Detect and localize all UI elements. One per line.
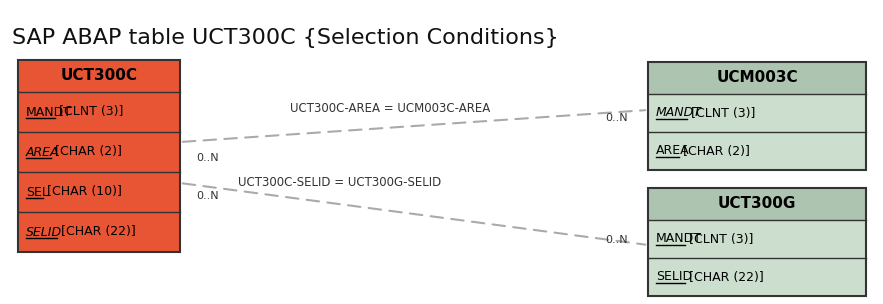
Text: MANDT: MANDT xyxy=(26,105,72,119)
Text: [CLNT (3)]: [CLNT (3)] xyxy=(685,233,753,246)
Text: UCM003C: UCM003C xyxy=(716,71,798,85)
Bar xyxy=(648,258,866,296)
Bar xyxy=(18,92,180,132)
Text: MANDT: MANDT xyxy=(656,106,702,119)
Bar xyxy=(18,60,180,92)
Text: SAP ABAP table UCT300C {Selection Conditions}: SAP ABAP table UCT300C {Selection Condit… xyxy=(12,28,559,48)
Text: 0..N: 0..N xyxy=(196,153,219,163)
Text: UCT300G: UCT300G xyxy=(718,196,796,212)
Bar xyxy=(648,62,866,170)
Bar xyxy=(648,62,866,94)
Bar xyxy=(18,60,180,252)
Bar xyxy=(648,220,866,258)
Bar xyxy=(18,172,180,212)
Text: SELID: SELID xyxy=(656,271,692,284)
Bar xyxy=(648,132,866,170)
Text: [CHAR (22)]: [CHAR (22)] xyxy=(685,271,764,284)
Text: UCT300C-SELID = UCT300G-SELID: UCT300C-SELID = UCT300G-SELID xyxy=(238,177,442,189)
Text: 0..N: 0..N xyxy=(196,191,219,201)
Text: [CHAR (2)]: [CHAR (2)] xyxy=(679,144,750,157)
Text: UCT300C: UCT300C xyxy=(61,68,138,84)
Text: UCT300C-AREA = UCM003C-AREA: UCT300C-AREA = UCM003C-AREA xyxy=(290,102,490,115)
Text: 0..N: 0..N xyxy=(605,113,628,123)
Text: [CHAR (2)]: [CHAR (2)] xyxy=(51,146,122,158)
Text: MANDT: MANDT xyxy=(656,233,702,246)
Text: [CLNT (3)]: [CLNT (3)] xyxy=(55,105,124,119)
Text: 0..N: 0..N xyxy=(605,235,628,245)
Text: AREA: AREA xyxy=(26,146,59,158)
Bar xyxy=(648,188,866,220)
Text: SEL: SEL xyxy=(26,185,49,199)
Text: SELID: SELID xyxy=(26,226,62,239)
Text: [CLNT (3)]: [CLNT (3)] xyxy=(687,106,755,119)
Text: [CHAR (22)]: [CHAR (22)] xyxy=(57,226,136,239)
Bar xyxy=(648,94,866,132)
Text: AREA: AREA xyxy=(656,144,690,157)
Bar xyxy=(18,132,180,172)
Bar xyxy=(18,212,180,252)
Bar xyxy=(648,188,866,296)
Text: [CHAR (10)]: [CHAR (10)] xyxy=(43,185,122,199)
